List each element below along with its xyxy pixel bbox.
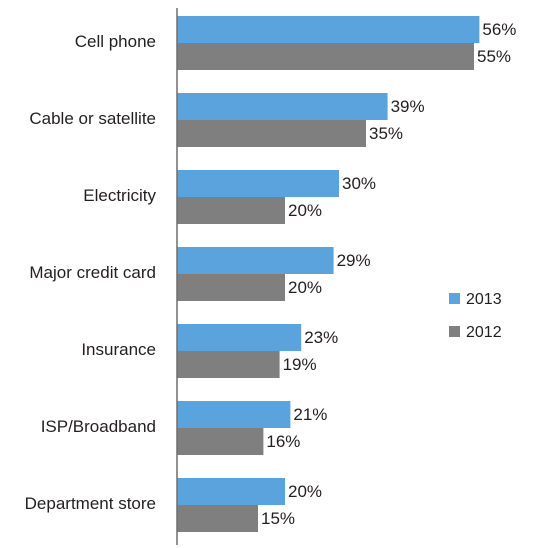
data-label: 29% <box>337 251 371 270</box>
category-label: Cable or satellite <box>29 109 156 128</box>
data-label: 16% <box>266 432 300 451</box>
data-label: 55% <box>477 47 511 66</box>
category-label: Electricity <box>83 186 156 205</box>
bar-2012 <box>177 197 285 224</box>
bar-2013 <box>177 170 339 197</box>
bar-2013 <box>177 478 285 505</box>
data-label: 23% <box>304 328 338 347</box>
bars-group: Cell phone 56% 55% Cable or satellite 39% 35%… <box>25 16 516 532</box>
category-label: Cell phone <box>75 32 156 51</box>
category-label: ISP/Broadband <box>41 417 156 436</box>
data-label: 30% <box>342 174 376 193</box>
category-label: Department store <box>25 494 156 513</box>
bar-2013 <box>177 247 334 274</box>
category-label: Insurance <box>81 340 156 359</box>
bar-2012 <box>177 120 366 147</box>
legend-label: 2013 <box>466 291 502 308</box>
data-label: 20% <box>288 201 322 220</box>
bar-2012 <box>177 351 280 378</box>
data-label: 20% <box>288 482 322 501</box>
data-label: 56% <box>482 20 516 39</box>
legend: 2013 2012 <box>449 291 502 341</box>
bar-2012 <box>177 274 285 301</box>
bar-2013 <box>177 401 291 428</box>
data-label: 35% <box>369 124 403 143</box>
legend-label: 2012 <box>466 324 502 341</box>
legend-swatch-2012 <box>449 326 460 337</box>
bar-2012 <box>177 505 258 532</box>
bar-2013 <box>177 16 480 43</box>
category-label: Major credit card <box>29 263 156 282</box>
data-label: 15% <box>261 509 295 528</box>
bar-2012 <box>177 43 474 70</box>
legend-swatch-2013 <box>449 293 460 304</box>
data-label: 39% <box>391 97 425 116</box>
bar-2012 <box>177 428 264 455</box>
bar-2013 <box>177 324 302 351</box>
data-label: 20% <box>288 278 322 297</box>
bar-2013 <box>177 93 388 120</box>
data-label: 21% <box>293 405 327 424</box>
data-label: 19% <box>283 355 317 374</box>
